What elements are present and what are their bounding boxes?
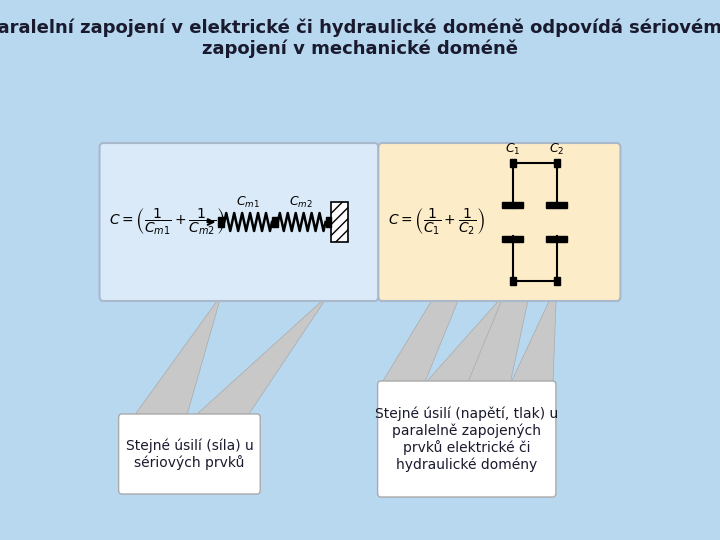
Bar [503, 236, 523, 242]
Text: $C = \left(\dfrac{1}{C_1} + \dfrac{1}{C_2}\right)$: $C = \left(\dfrac{1}{C_1} + \dfrac{1}{C_… [388, 207, 485, 238]
Bar [546, 236, 567, 242]
Polygon shape [423, 285, 513, 385]
Bar [510, 277, 516, 285]
Polygon shape [193, 295, 328, 418]
FancyBboxPatch shape [99, 143, 378, 301]
Polygon shape [132, 295, 221, 418]
Bar [510, 159, 516, 167]
Bar [554, 159, 559, 167]
Bar [325, 217, 331, 227]
Polygon shape [381, 167, 513, 385]
Text: Stejné úsilí (napětí, tlak) u
paralelně zapojených
prvků elektrické či
hydraulic: Stejné úsilí (napětí, tlak) u paralelně … [375, 406, 559, 472]
Text: $C = \left(\dfrac{1}{C_{m1}} + \dfrac{1}{C_{m2}}\right)$: $C = \left(\dfrac{1}{C_{m1}} + \dfrac{1}… [109, 207, 225, 238]
Bar [331, 202, 348, 242]
FancyBboxPatch shape [119, 414, 260, 494]
Bar [218, 217, 224, 227]
Text: $C_{m2}$: $C_{m2}$ [289, 195, 313, 210]
Text: $C_2$: $C_2$ [549, 142, 564, 157]
Text: $C_{m1}$: $C_{m1}$ [235, 195, 260, 210]
Polygon shape [467, 167, 557, 385]
Polygon shape [510, 285, 557, 385]
Text: $C_1$: $C_1$ [505, 142, 521, 157]
Text: Paralelní zapojení v elektrické či hydraulické doméně odpovídá sériovému
zapojen: Paralelní zapojení v elektrické či hydra… [0, 18, 720, 58]
FancyBboxPatch shape [377, 381, 556, 497]
Bar [503, 202, 523, 208]
Bar [554, 277, 559, 285]
Text: Stejné úsilí (síla) u
sériových prvků: Stejné úsilí (síla) u sériových prvků [125, 438, 253, 470]
Bar [272, 217, 278, 227]
Bar [546, 202, 567, 208]
FancyBboxPatch shape [378, 143, 621, 301]
